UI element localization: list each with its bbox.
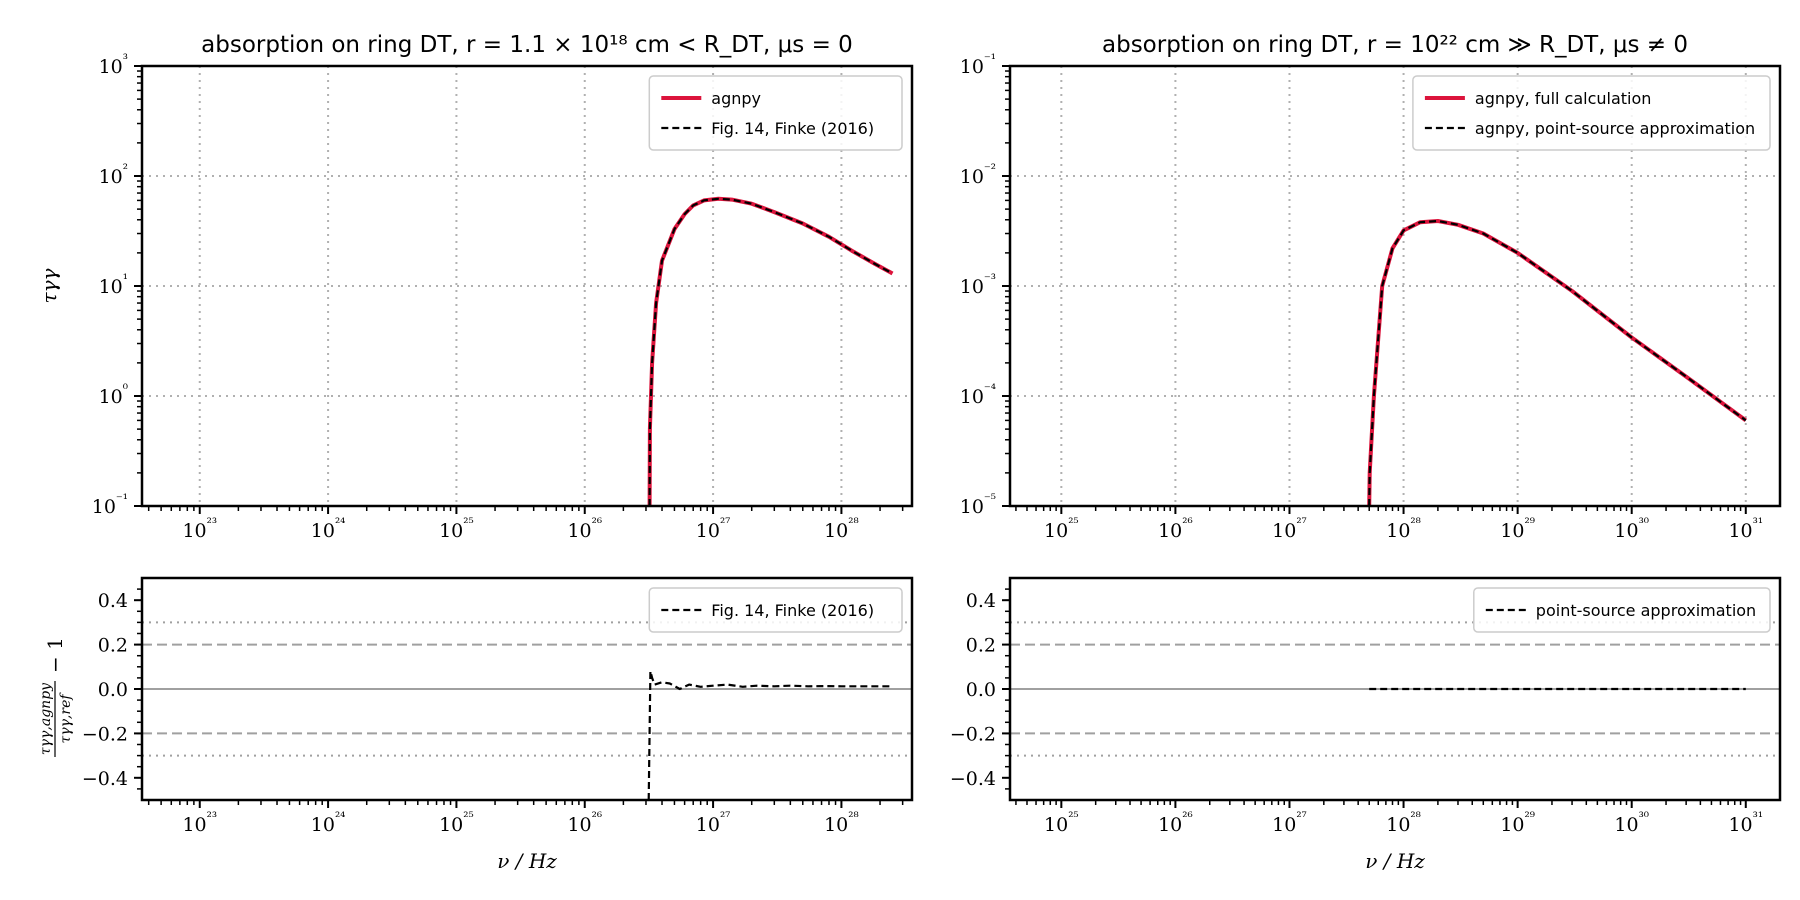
y-tick-label: 10³ [99,52,128,78]
y-tick-label: 10⁻¹ [92,492,128,518]
y-tick-label: −0.4 [82,768,128,790]
legend-label-1: Fig. 14, Finke (2016) [711,119,874,138]
x-tick-label: 10²⁷ [1272,516,1307,542]
x-tick-label: 10²⁶ [1158,516,1193,542]
x-tick-label: 10²⁴ [311,516,346,542]
y-tick-label: 10⁻¹ [960,52,996,78]
x-tick-label: 10²⁶ [567,810,602,836]
x-axis-label: ν / Hz [497,849,557,873]
legend: point-source approximation [1473,587,1771,633]
y-tick-label: 10⁰ [99,382,128,408]
y-tick-label: −0.2 [82,723,128,745]
legend-label-0: agnpy [711,89,761,108]
legend-label-0: agnpy, full calculation [1475,89,1652,108]
y-tick-label: 10⁻⁵ [960,492,996,518]
legend-frame [648,75,903,151]
x-tick-label: 10²⁸ [1386,810,1421,836]
y-axis-label: τγγ [37,268,61,303]
x-tick-label: 10²⁹ [1500,516,1535,542]
x-tick-label: 10²⁵ [1044,516,1079,542]
y-tick-label: 0.2 [966,635,996,657]
x-tick-label: 10²⁴ [311,810,346,836]
legend-label-0: point-source approximation [1536,601,1756,620]
y-tick-label: 0.4 [98,590,128,612]
y-tick-label: 10¹ [99,272,128,298]
x-tick-label: 10²³ [182,516,217,542]
legend: agnpy Fig. 14, Finke (2016) [648,75,903,151]
y-tick-label: 10⁻³ [960,272,996,298]
chart-title: absorption on ring DT, r = 10²² cm ≫ R_D… [1102,32,1688,58]
x-tick-label: 10²⁶ [1158,810,1193,836]
x-tick-label: 10²⁸ [1386,516,1421,542]
x-tick-label: 10²⁸ [824,516,859,542]
y-tick-label: 0.0 [98,679,128,701]
x-tick-label: 10³⁰ [1614,516,1649,542]
y-tick-label: 10⁻² [960,162,996,188]
series-line-0 [647,670,893,800]
legend: Fig. 14, Finke (2016) [648,587,903,633]
y-tick-label: 0.0 [966,679,996,701]
y-tick-label: −0.4 [950,768,996,790]
x-tick-label: 10²⁷ [696,810,731,836]
x-tick-label: 10²⁷ [696,516,731,542]
chart-title: absorption on ring DT, r = 1.1 × 10¹⁸ cm… [201,32,853,58]
y-tick-label: 0.2 [98,635,128,657]
x-tick-label: 10²⁸ [824,810,859,836]
series-line-0 [1367,219,1747,506]
series-line-1 [648,197,894,506]
y-axis-label-numerator: τγγ,agnpy [38,682,54,755]
legend-label-0: Fig. 14, Finke (2016) [711,601,874,620]
chart-bl: 10²³ 10²⁴ 10²⁵ 10²⁶ 10²⁷ 10²⁸ −0.4 −0.2 0.0 0.2 0.… [38,576,914,873]
chart-br: 10²⁵ 10²⁶ 10²⁷ 10²⁸ 10²⁹ 10³⁰ 10³¹ −0.4 −0.2 0.0 0… [950,576,1782,873]
legend: agnpy, full calculation agnpy, point-sour… [1412,75,1771,151]
x-tick-label: 10²⁵ [439,516,474,542]
y-tick-label: 0.4 [966,590,996,612]
x-tick-label: 10²³ [182,810,217,836]
x-tick-label: 10²⁷ [1272,810,1307,836]
y-tick-label: 10² [99,162,128,188]
legend-frame [1412,75,1771,151]
series-line-1 [1368,219,1747,506]
legend-frame [1473,587,1771,633]
chart-tl: 10²³ 10²⁴ 10²⁵ 10²⁶ 10²⁷ 10²⁸ 10⁻¹ 10⁰ 10¹ 10² 10³… [37,32,914,542]
y-tick-label: 10⁻⁴ [960,382,996,408]
x-axis-label: ν / Hz [1365,849,1425,873]
x-tick-label: 10³⁰ [1614,810,1649,836]
y-axis-label-suffix: − 1 [43,637,67,673]
x-tick-label: 10³¹ [1728,516,1763,542]
legend-label-1: agnpy, point-source approximation [1475,119,1755,138]
x-tick-label: 10³¹ [1728,810,1763,836]
chart-tr: 10²⁵ 10²⁶ 10²⁷ 10²⁸ 10²⁹ 10³⁰ 10³¹ 10⁻⁵ 10⁻⁴ 10⁻³… [960,32,1782,542]
series-line-0 [647,196,894,506]
y-axis-label: τγγ,agnpy τγγ,ref − 1 [38,637,74,757]
x-tick-label: 10²⁵ [439,810,474,836]
x-tick-label: 10²⁹ [1500,810,1535,836]
legend-frame [648,587,903,633]
x-tick-label: 10²⁵ [1044,810,1079,836]
y-tick-label: −0.2 [950,723,996,745]
y-axis-label-denominator: τγγ,ref [58,692,74,744]
x-tick-label: 10²⁶ [567,516,602,542]
